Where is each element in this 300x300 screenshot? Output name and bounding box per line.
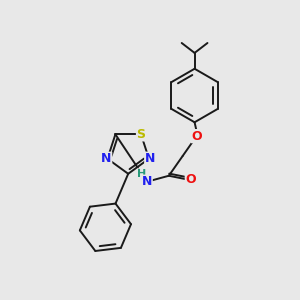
Text: N: N	[142, 175, 152, 188]
Text: N: N	[101, 152, 112, 165]
Text: O: O	[191, 130, 202, 142]
Text: O: O	[185, 173, 196, 186]
Text: N: N	[145, 152, 155, 165]
Text: H: H	[137, 169, 147, 179]
Text: S: S	[136, 128, 146, 141]
